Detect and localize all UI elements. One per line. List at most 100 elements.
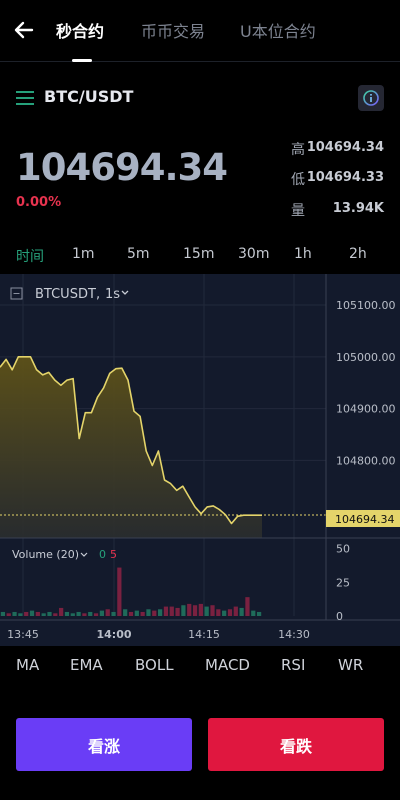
volume-bar (198, 603, 203, 616)
price-chart[interactable]: 105100.00 105000.00 104900.00 104800.00 50 25… (0, 274, 400, 646)
buy-up-button[interactable]: 看涨 (16, 718, 192, 771)
price-area-fill (0, 356, 262, 538)
volume-bar (169, 606, 174, 616)
volume-bar (70, 613, 75, 616)
high-value: 104694.34 (306, 140, 384, 155)
volume-bar (134, 610, 139, 616)
indicator-ema[interactable]: EMA (70, 656, 103, 674)
volume-bar (192, 605, 198, 616)
low-label: 低 (291, 172, 305, 188)
last-price: 104694.34 (16, 146, 228, 189)
x-axis-tick-label: 14:00 (96, 628, 131, 641)
current-price-tag-text: 104694.34 (335, 513, 395, 526)
high-label: 高 (291, 142, 305, 158)
volume-axis-tick-label: 25 (336, 576, 350, 589)
info-icon (363, 90, 379, 106)
active-tab-indicator (72, 59, 92, 62)
volume-bar (12, 611, 17, 616)
interval-2h[interactable]: 2h (349, 246, 367, 262)
menu-icon[interactable] (16, 90, 34, 106)
x-axis-tick-label: 14:15 (188, 628, 220, 641)
volume-bar (76, 611, 81, 616)
y-axis-tick-label: 104800.00 (336, 454, 396, 467)
low-value: 104694.33 (306, 170, 384, 185)
tab-usdt-futures[interactable]: U本位合约 (240, 22, 316, 41)
chart-symbol: BTCUSDT (35, 287, 96, 302)
volume-bar (35, 611, 40, 616)
interval-time[interactable]: 时间 (16, 249, 44, 265)
info-button[interactable] (358, 85, 384, 111)
interval-15m[interactable]: 15m (183, 246, 215, 262)
volume-bar (105, 609, 110, 616)
volume-bar (123, 609, 128, 616)
indicator-ma[interactable]: MA (16, 656, 40, 674)
pair-header: BTC/USDT (0, 82, 400, 114)
volume-bar (24, 611, 29, 616)
volume-axis-tick-label: 0 (336, 610, 343, 623)
interval-1m[interactable]: 1m (72, 246, 95, 262)
y-axis-tick-label: 105000.00 (336, 351, 396, 364)
volume-bar (53, 613, 58, 616)
chart-interval[interactable]: 1s (105, 287, 120, 302)
collapse-icon[interactable] (10, 287, 23, 300)
sell-down-button[interactable]: 看跌 (208, 718, 384, 771)
interval-5m[interactable]: 5m (127, 246, 150, 262)
indicator-macd[interactable]: MACD (205, 656, 250, 674)
volume-bar (117, 567, 122, 616)
buy-up-label: 看涨 (87, 736, 120, 756)
volume-bar (222, 610, 227, 616)
interval-1h[interactable]: 1h (294, 246, 312, 262)
volume-bar (88, 611, 93, 616)
volume-bar (99, 610, 104, 616)
indicator-rsi[interactable]: RSI (281, 656, 306, 674)
volume-bar (0, 611, 6, 616)
volume-bar (239, 607, 244, 616)
volume-bar (146, 609, 151, 616)
volume-down-count: 5 (110, 548, 117, 561)
x-axis-tick-label: 14:30 (278, 628, 310, 641)
x-axis-tick-label: 13:45 (7, 628, 39, 641)
volume-bar (175, 607, 180, 616)
top-navigation: 秒合约 币币交易 U本位合约 (0, 0, 400, 62)
interval-30m[interactable]: 30m (238, 246, 270, 262)
volume-bar (82, 613, 87, 616)
volume-bar (111, 611, 116, 616)
tab-spot-trading[interactable]: 币币交易 (141, 22, 206, 41)
volume-bar (210, 605, 215, 616)
sell-down-label: 看跌 (279, 736, 312, 756)
volume-bar (163, 606, 169, 616)
volume-bar (204, 606, 209, 616)
volume-bar (181, 605, 186, 616)
volume-bar (47, 611, 52, 616)
volume-bar (152, 610, 157, 616)
volume-up-count: 0 (99, 548, 106, 561)
volume-indicator-label: Volume (20) (12, 548, 79, 561)
volume-bar (93, 613, 99, 616)
volume-bar (233, 606, 238, 616)
pair-title[interactable]: BTC/USDT (44, 87, 134, 106)
y-axis-tick-label: 105100.00 (336, 299, 396, 312)
chart-symbol-sep: , (96, 287, 100, 302)
volume-axis-tick-label: 50 (336, 543, 350, 556)
volume-bar (245, 597, 250, 616)
current-price-tag (326, 510, 400, 527)
volume-chevron-icon[interactable] (80, 552, 88, 557)
volume-bar (256, 611, 262, 616)
volume-label: 量 (291, 203, 305, 219)
volume-bar (6, 613, 11, 616)
volume-bar (216, 609, 221, 616)
indicator-wr[interactable]: WR (338, 656, 364, 674)
volume-value: 13.94K (332, 201, 384, 216)
chart-interval-chevron-icon[interactable] (121, 290, 129, 295)
volume-bar (158, 609, 163, 616)
tab-second-contract[interactable]: 秒合约 (56, 22, 105, 41)
volume-bar (128, 611, 134, 616)
volume-bar (59, 607, 64, 616)
indicator-boll[interactable]: BOLL (135, 656, 174, 674)
chart-canvas[interactable]: 105100.00105000.00104900.00104800.005025… (0, 274, 400, 646)
back-arrow-icon[interactable] (12, 18, 36, 42)
interval-selector: 时间 1m 5m 15m 30m 1h 2h (0, 244, 400, 266)
volume-bar (251, 610, 256, 616)
y-axis-tick-label: 104900.00 (336, 403, 396, 416)
volume-bar (18, 613, 23, 616)
